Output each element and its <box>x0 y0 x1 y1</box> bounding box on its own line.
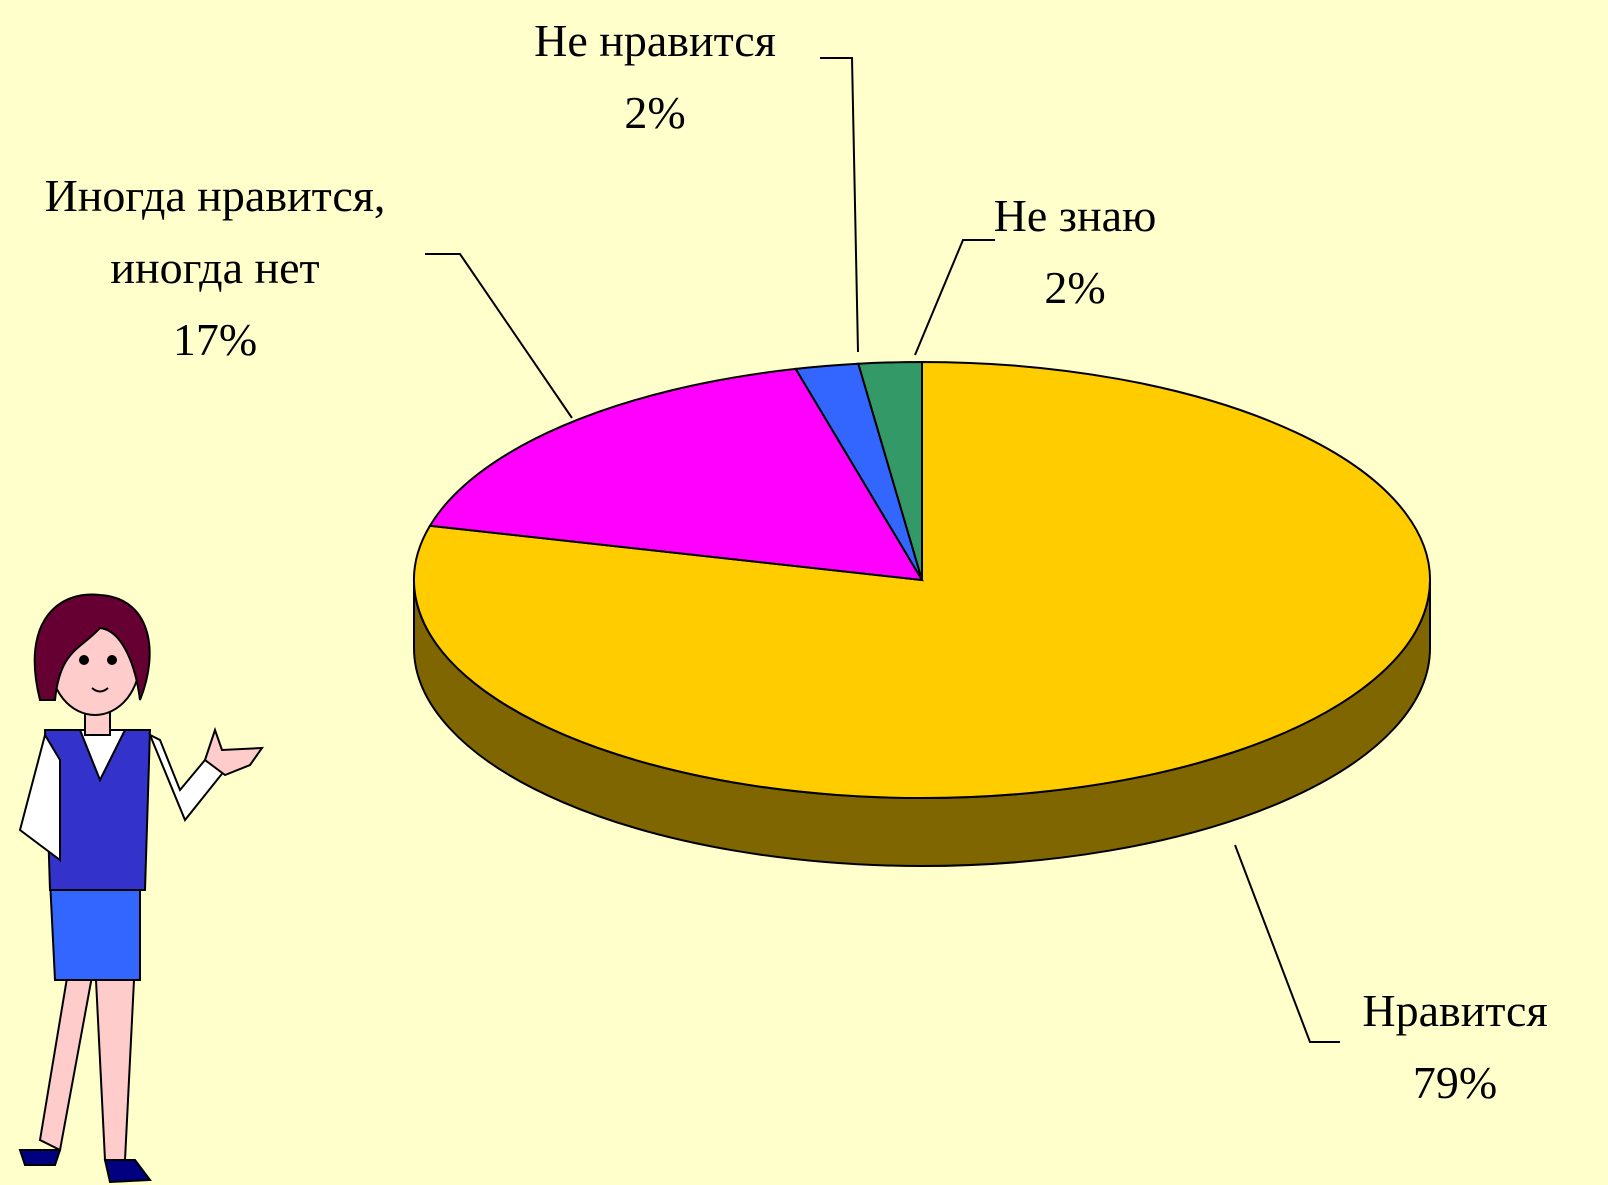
leader-line <box>914 239 995 356</box>
category-label: Нравится <box>1362 985 1548 1036</box>
data-label: Иногда нравится, иногда нет 17% <box>45 160 386 376</box>
data-label: Не знаю 2% <box>994 180 1157 324</box>
value-label: 79% <box>1412 1057 1498 1108</box>
category-label: Иногда нравится, иногда нет <box>44 170 386 293</box>
value-label: 17% <box>172 314 258 365</box>
leader-line <box>425 253 573 419</box>
value-label: 2% <box>624 87 686 138</box>
data-label: Не нравится 2% <box>534 5 776 149</box>
pie <box>413 360 1431 867</box>
category-label: Не знаю <box>993 190 1157 241</box>
category-label: Не нравится <box>534 15 776 66</box>
value-label: 2% <box>1044 262 1106 313</box>
leader-line <box>1234 844 1340 1043</box>
leader-line <box>820 57 859 353</box>
pie-slice <box>428 367 924 582</box>
data-label: Нравится 79% <box>1362 975 1547 1119</box>
leader-lines <box>425 57 1340 1043</box>
pie-slice <box>857 360 923 581</box>
pie-slice <box>413 360 1431 799</box>
woman-clipart <box>18 593 265 1184</box>
